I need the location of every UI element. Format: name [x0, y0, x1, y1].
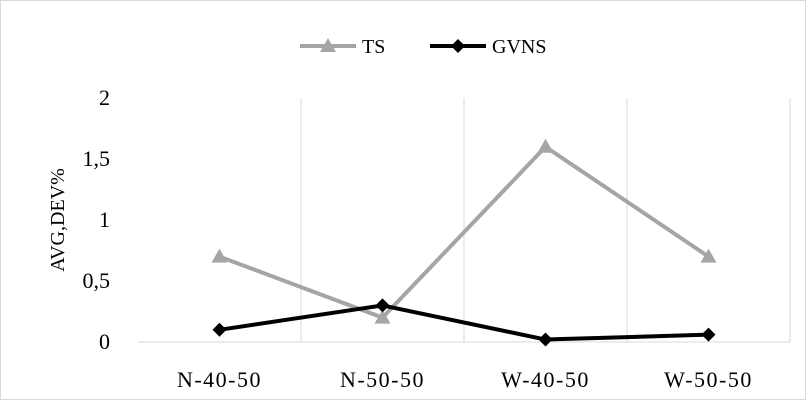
legend-label: GVNS	[492, 36, 546, 58]
x-tick-label: W-40-50	[501, 367, 590, 392]
legend-label: TS	[362, 36, 385, 58]
y-tick-label: 1,5	[83, 146, 111, 171]
series-gvns	[212, 298, 716, 347]
legend-marker	[320, 38, 336, 52]
legend-marker	[451, 39, 465, 53]
data-point-gvns	[538, 332, 553, 347]
data-point-ts	[211, 248, 228, 263]
y-tick-label: 0,5	[83, 268, 111, 293]
data-point-gvns	[212, 322, 227, 337]
data-point-ts	[537, 138, 554, 153]
series-group	[211, 138, 717, 347]
legend: TS GVNS	[300, 36, 546, 58]
x-tick-label: N-50-50	[340, 367, 425, 392]
legend-item-gvns: GVNS	[430, 36, 546, 58]
data-point-ts	[374, 309, 391, 324]
y-tick-label: 0	[99, 329, 110, 354]
series-line-ts	[218, 144, 710, 320]
legend-item-ts: TS	[300, 36, 385, 58]
data-point-gvns	[375, 298, 390, 313]
y-axis-title: AVG,DEV%	[47, 168, 69, 272]
data-point-ts	[700, 248, 717, 263]
x-tick-label: W-50-50	[664, 367, 753, 392]
gridlines	[300, 98, 791, 342]
series-line-gvns	[219, 303, 709, 342]
tick-labels: 0 0,5 1 1,5 2 N-40-50 N-50-50 W-40-50 W-50-50	[83, 85, 753, 392]
x-tick-label: N-40-50	[177, 367, 262, 392]
data-point-gvns	[701, 327, 716, 342]
y-tick-label: 1	[99, 207, 110, 232]
y-tick-label: 2	[99, 85, 110, 110]
series-ts	[211, 138, 717, 324]
